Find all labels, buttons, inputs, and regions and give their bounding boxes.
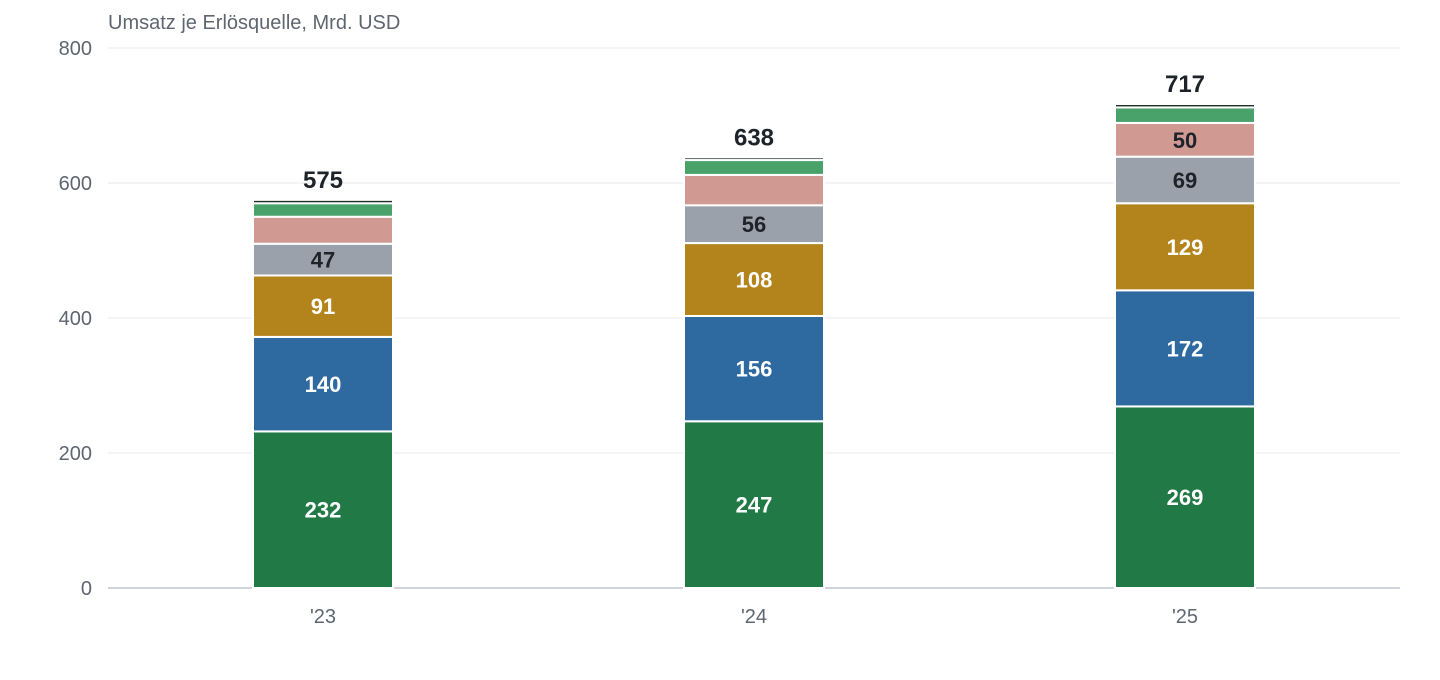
y-tick-label: 200 bbox=[59, 443, 92, 465]
x-tick-label: '25 bbox=[1172, 606, 1198, 628]
segment-value-label: 129 bbox=[1167, 235, 1204, 260]
y-tick-label: 800 bbox=[59, 38, 92, 60]
segment-value-label: 232 bbox=[305, 498, 342, 523]
bar-segment bbox=[683, 159, 825, 176]
y-tick-label: 0 bbox=[81, 578, 92, 600]
segment-value-label: 269 bbox=[1167, 485, 1204, 510]
segment-value-label: 50 bbox=[1173, 128, 1197, 153]
bar-segment bbox=[252, 198, 394, 205]
segment-value-label: 47 bbox=[311, 248, 335, 273]
bar-segment bbox=[1114, 289, 1256, 408]
y-tick-label: 400 bbox=[59, 308, 92, 330]
bar-segment bbox=[1114, 106, 1256, 124]
segment-value-label: 140 bbox=[305, 372, 342, 397]
segment-value-label: 108 bbox=[736, 268, 773, 293]
bar-segment bbox=[1114, 202, 1256, 292]
bar-total-label: 638 bbox=[734, 124, 774, 151]
segment-value-label: 156 bbox=[736, 357, 773, 382]
bar-segment bbox=[683, 156, 825, 162]
bar-segment bbox=[1114, 155, 1256, 205]
bar-segment bbox=[252, 274, 394, 338]
bar-segment bbox=[1114, 121, 1256, 158]
bar-segment bbox=[683, 314, 825, 423]
bar-segment bbox=[252, 202, 394, 218]
x-tick-label: '23 bbox=[310, 606, 336, 628]
x-tick-label: '24 bbox=[741, 606, 767, 628]
bar-segment bbox=[683, 420, 825, 589]
y-tick-label: 600 bbox=[59, 173, 92, 195]
segment-value-label: 56 bbox=[742, 212, 766, 237]
bar-total-label: 575 bbox=[303, 167, 343, 194]
bar-segment bbox=[252, 242, 394, 277]
bar-segment bbox=[252, 430, 394, 589]
segment-value-label: 172 bbox=[1167, 336, 1204, 361]
bar-segment bbox=[683, 173, 825, 207]
segment-value-label: 91 bbox=[311, 294, 335, 319]
bar-segment bbox=[252, 215, 394, 245]
segment-value-label: 247 bbox=[736, 493, 773, 518]
bar-total-label: 717 bbox=[1165, 71, 1205, 98]
chart-title: Umsatz je Erlösquelle, Mrd. USD bbox=[108, 12, 401, 34]
bar-segment bbox=[252, 335, 394, 433]
bar-segment bbox=[1114, 103, 1256, 109]
segment-value-label: 69 bbox=[1173, 168, 1197, 193]
bar-segment bbox=[1114, 405, 1256, 589]
